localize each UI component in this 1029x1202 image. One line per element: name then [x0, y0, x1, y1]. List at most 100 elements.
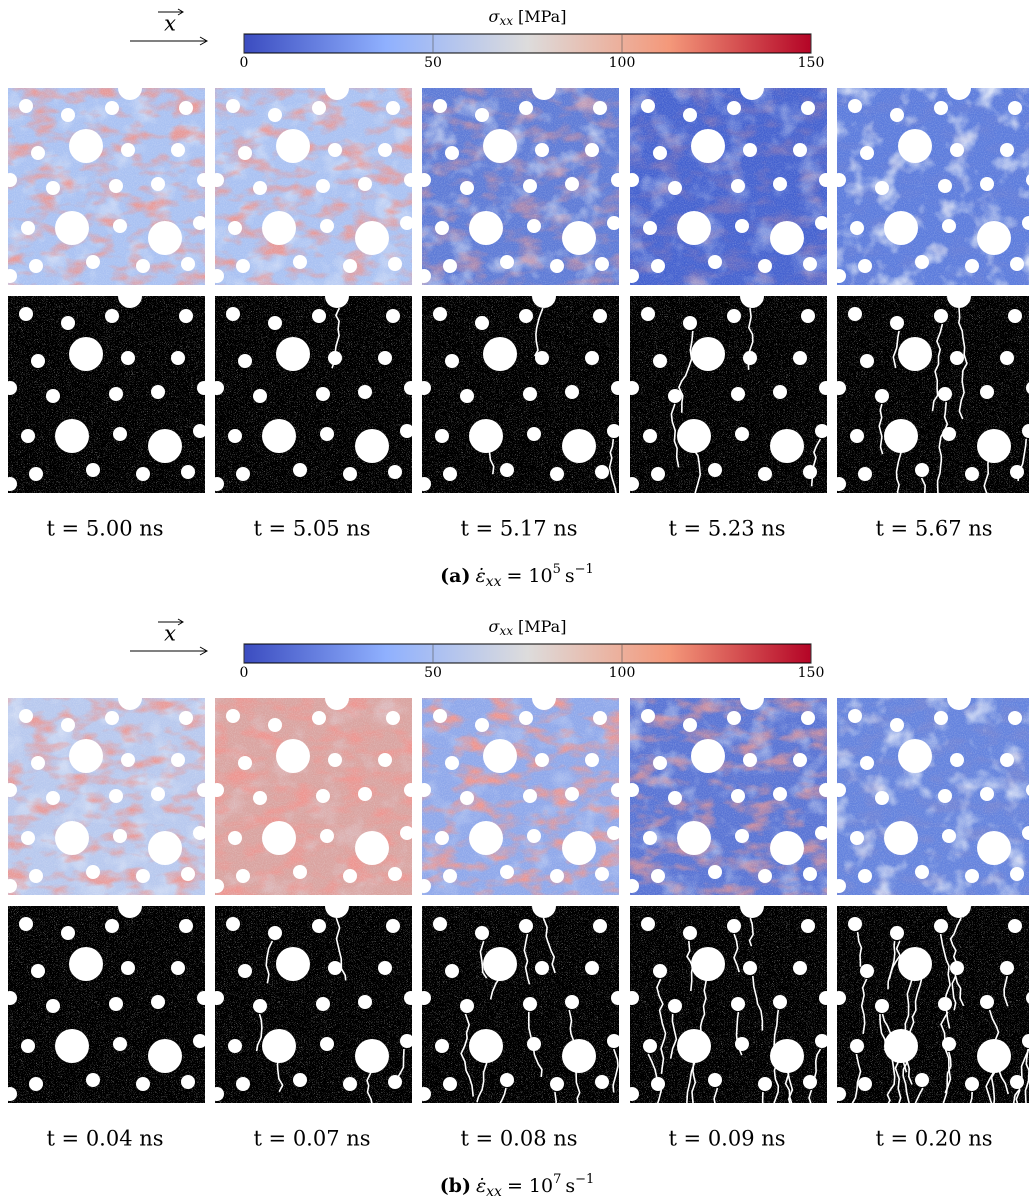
- hole: [562, 831, 596, 865]
- hole: [483, 739, 517, 773]
- hole: [262, 211, 296, 245]
- hole: [358, 177, 372, 191]
- hole: [417, 269, 431, 283]
- hole: [735, 829, 749, 843]
- hole: [832, 879, 846, 893]
- hole: [148, 831, 182, 865]
- hole: [435, 1039, 449, 1053]
- hole: [977, 831, 1011, 865]
- caption-subscript: xx: [486, 1184, 502, 1200]
- hole: [276, 337, 310, 371]
- hole: [197, 173, 211, 187]
- hole: [343, 259, 357, 273]
- hole: [46, 791, 60, 805]
- stress-map: [3, 76, 211, 285]
- hole: [758, 869, 772, 883]
- hole: [443, 259, 457, 273]
- hole: [268, 108, 282, 122]
- hole: [151, 995, 165, 1009]
- hole: [942, 427, 956, 441]
- hole: [607, 826, 621, 840]
- hole: [691, 129, 725, 163]
- hole: [460, 791, 474, 805]
- time-label: t = 5.00 ns: [46, 517, 163, 541]
- hole: [585, 961, 599, 975]
- hole: [803, 867, 817, 881]
- hole: [860, 964, 874, 978]
- hole: [55, 419, 89, 453]
- hole: [29, 467, 43, 481]
- stress-noise: [422, 88, 619, 285]
- hole: [433, 917, 447, 931]
- notch: [947, 284, 971, 308]
- hole: [500, 865, 514, 879]
- hole: [884, 821, 918, 855]
- hole: [625, 381, 639, 395]
- hole: [500, 463, 514, 477]
- hole: [197, 991, 211, 1005]
- hole: [832, 783, 846, 797]
- hole: [683, 316, 697, 330]
- hole: [236, 259, 250, 273]
- hole: [46, 999, 60, 1013]
- hole: [527, 427, 541, 441]
- hole: [61, 718, 75, 732]
- hole: [378, 961, 392, 975]
- hole: [607, 216, 621, 230]
- notch: [532, 894, 556, 918]
- hole: [148, 221, 182, 255]
- hole: [850, 221, 864, 235]
- hole: [651, 259, 665, 273]
- hole: [950, 753, 964, 767]
- hole: [109, 387, 123, 401]
- hole: [770, 429, 804, 463]
- hole: [312, 309, 326, 323]
- hole: [819, 991, 833, 1005]
- hole: [643, 221, 657, 235]
- hole: [181, 465, 195, 479]
- hole: [653, 146, 667, 160]
- stress-noise: [422, 698, 619, 895]
- stress-noise: [215, 698, 412, 895]
- hole: [475, 108, 489, 122]
- caption-unit-exponent: −1: [575, 562, 594, 577]
- hole: [293, 255, 307, 269]
- hole: [388, 465, 402, 479]
- hole: [3, 783, 17, 797]
- hole: [890, 316, 904, 330]
- hole: [179, 101, 193, 115]
- hole: [148, 429, 182, 463]
- hole: [565, 177, 579, 191]
- page: { "axis_label": "x", "colorbar": { "symb…: [0, 0, 1029, 1202]
- hole: [965, 259, 979, 273]
- hole: [435, 831, 449, 845]
- hole: [469, 211, 503, 245]
- hole: [535, 961, 549, 975]
- hole: [934, 309, 948, 323]
- hole: [565, 385, 579, 399]
- hole: [105, 919, 119, 933]
- hole: [483, 337, 517, 371]
- hole: [404, 783, 418, 797]
- hole: [898, 739, 932, 773]
- hole: [378, 753, 392, 767]
- hole: [593, 711, 607, 725]
- hole: [404, 381, 418, 395]
- hole: [641, 917, 655, 931]
- hole: [355, 831, 389, 865]
- hole: [400, 1034, 414, 1048]
- hole: [328, 961, 342, 975]
- hole: [226, 917, 240, 931]
- hole: [210, 381, 224, 395]
- hole: [727, 309, 741, 323]
- damage-map: [417, 284, 625, 514]
- damage-specks: [8, 296, 205, 493]
- hole: [86, 463, 100, 477]
- hole: [977, 1039, 1011, 1073]
- caption-symbol: ε̇: [475, 565, 485, 587]
- hole: [641, 99, 655, 113]
- hole: [773, 177, 787, 191]
- hole: [378, 143, 392, 157]
- hole: [860, 354, 874, 368]
- time-label: t = 0.20 ns: [875, 1127, 992, 1151]
